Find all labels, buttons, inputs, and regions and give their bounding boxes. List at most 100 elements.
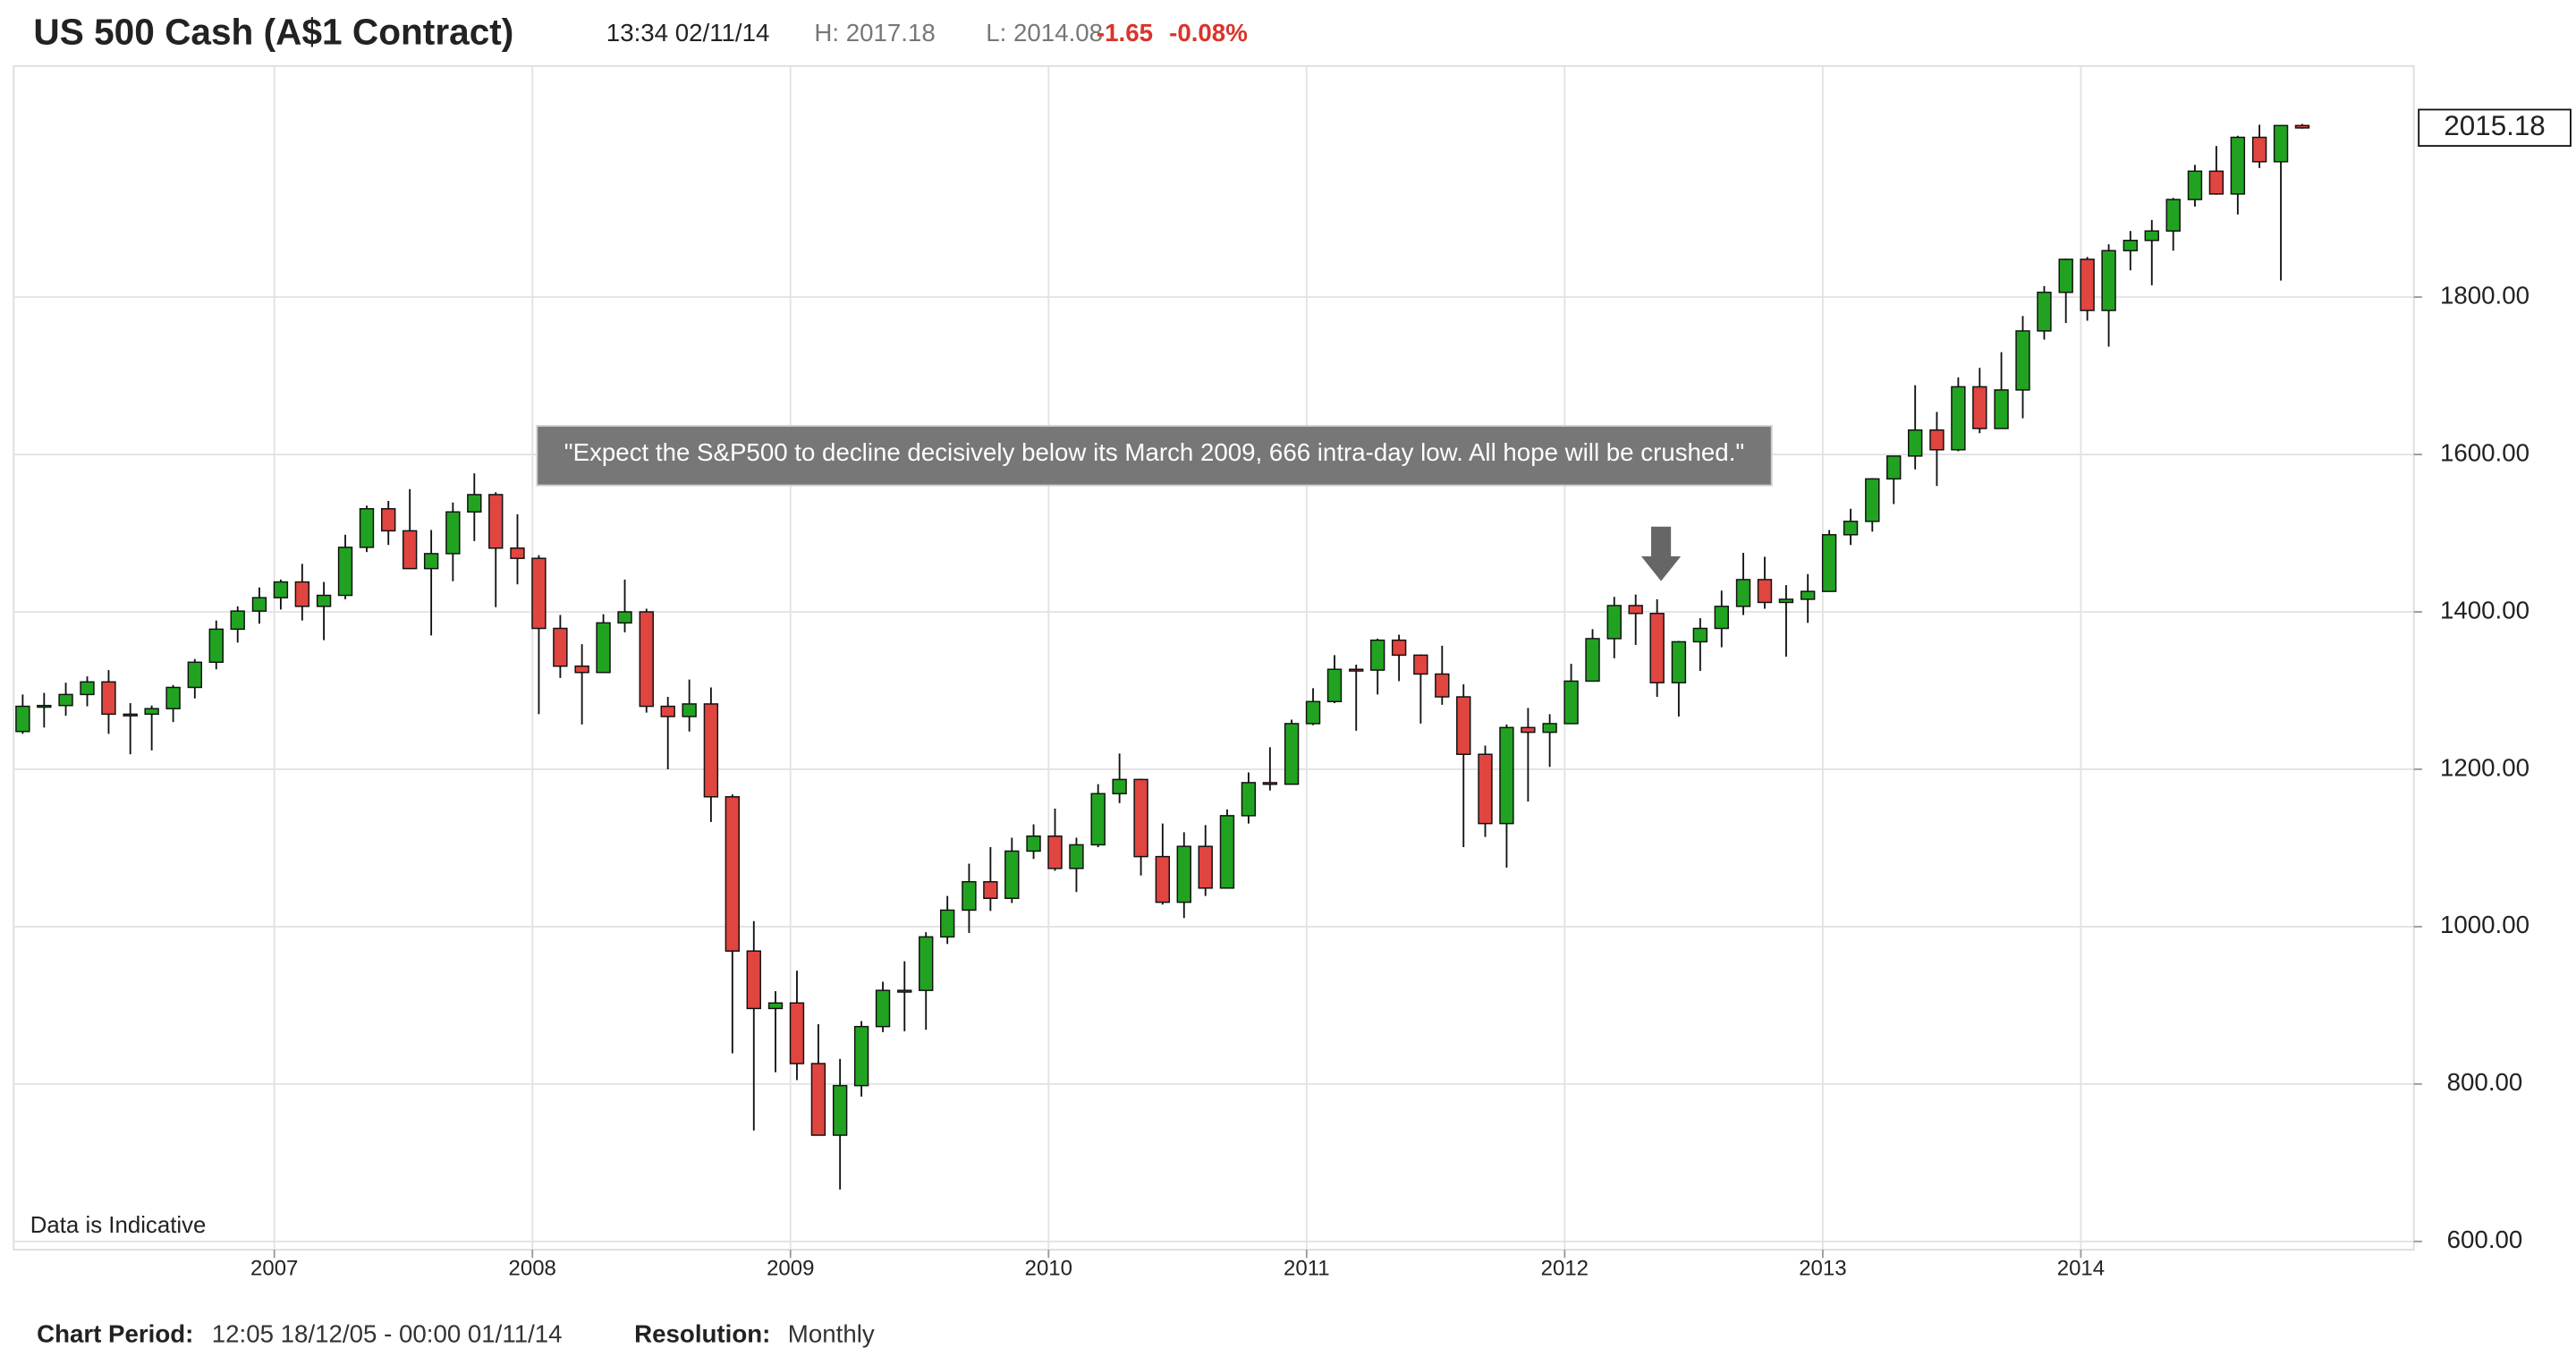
candle-body: [897, 989, 912, 993]
candle-body: [1155, 855, 1171, 903]
candle-body: [810, 1063, 826, 1136]
x-tick-label: 2013: [1799, 1257, 1846, 1281]
candle-body: [123, 713, 138, 717]
candle-body: [767, 1002, 784, 1010]
candle-body: [1241, 782, 1257, 817]
candle-body: [703, 703, 719, 798]
candle-body: [1198, 845, 1213, 889]
candle-body: [2208, 170, 2224, 195]
candle-body: [381, 508, 396, 532]
annotation: "Expect the S&P500 to decline decisively…: [564, 438, 1744, 466]
candle-body: [294, 581, 310, 607]
candle-body: [1069, 844, 1084, 869]
title: US 500 Cash (A$1 Contract): [33, 11, 513, 52]
candle-body: [359, 508, 375, 548]
candle-body: [983, 881, 998, 899]
y-tick-label: 1000.00: [2440, 911, 2529, 938]
candle-body: [58, 693, 73, 707]
candle-body: [15, 705, 30, 733]
candle-body: [510, 547, 525, 559]
candle-body: [467, 494, 482, 513]
candle-body: [1090, 793, 1106, 846]
candle-body: [1349, 668, 1364, 672]
candle-body: [488, 494, 504, 549]
y-tick-label: 1600.00: [2440, 438, 2529, 466]
time: 13:34 02/11/14: [606, 19, 770, 47]
candle-body: [724, 796, 741, 952]
candle-body: [1326, 668, 1343, 703]
candle-body: [789, 1002, 805, 1064]
x-tick-label: 2007: [250, 1257, 298, 1281]
candle-body: [1865, 478, 1880, 522]
candle-body: [208, 628, 224, 664]
x-tick-label: 2009: [767, 1257, 814, 1281]
candle-body: [1305, 700, 1321, 725]
candle-body: [1929, 429, 1945, 451]
candle-body: [2123, 240, 2139, 251]
candle-body: [1649, 613, 1665, 683]
candle-body: [2251, 136, 2267, 163]
candle-body: [853, 1025, 869, 1087]
candle-body: [1369, 639, 1385, 671]
y-tick-label: 1200.00: [2440, 753, 2529, 781]
candle-body: [1521, 726, 1536, 734]
x-tick-label: 2008: [509, 1257, 556, 1281]
candle-body: [1757, 579, 1773, 604]
candle-body: [746, 950, 761, 1010]
candle-body: [1692, 627, 1708, 643]
y-tick-label: 1400.00: [2440, 596, 2529, 623]
candle-body: [660, 705, 675, 717]
candle-body: [1176, 845, 1191, 903]
candle-body: [2080, 259, 2095, 311]
candle-body: [2101, 250, 2116, 311]
change: -1.65: [1097, 19, 1153, 47]
candle-body: [832, 1084, 848, 1136]
candle-body: [1821, 534, 1837, 592]
candle-body: [316, 594, 332, 607]
y-tick-label: 800.00: [2447, 1068, 2523, 1096]
candle-body: [531, 557, 547, 630]
candle-body: [423, 553, 439, 570]
plot-area: [13, 64, 2415, 1251]
x-tick-label: 2011: [1284, 1257, 1330, 1281]
candle-body: [80, 681, 95, 696]
candle-body: [1606, 605, 1622, 640]
candle-body: [402, 530, 418, 570]
y-tick-label: 1800.00: [2440, 281, 2529, 309]
candle-body: [1951, 386, 1966, 451]
candle-body: [1994, 389, 2009, 429]
candle-body: [2230, 136, 2246, 195]
candle-body: [1112, 778, 1127, 794]
candle-body: [553, 627, 568, 667]
candle-body: [1735, 579, 1751, 607]
change-pct: -0.08%: [1169, 19, 1248, 47]
candle-body: [1026, 835, 1041, 852]
candle-body: [2273, 124, 2289, 163]
candle-body: [1047, 835, 1063, 869]
candle-body: [682, 703, 697, 717]
candle-body: [2058, 259, 2073, 293]
candle-body: [2165, 199, 2181, 232]
candle-body: [617, 611, 632, 624]
period-label: Chart Period:: [37, 1319, 193, 1347]
candle-body: [1219, 815, 1235, 889]
candle-body: [2144, 230, 2159, 242]
last-price: 2015.18: [2444, 110, 2545, 141]
candle-body: [1391, 639, 1407, 657]
candle-body: [1843, 521, 1859, 536]
candle-body: [1972, 386, 1987, 429]
low: L: 2014.08: [986, 19, 1103, 47]
candle-body: [1585, 638, 1600, 683]
candle-body: [639, 611, 654, 708]
candle-body: [1413, 654, 1428, 675]
candle-body: [919, 936, 934, 991]
candle-body: [1714, 606, 1729, 630]
candle-body: [101, 681, 116, 716]
candle-body: [1907, 429, 1923, 457]
candle-body: [574, 665, 589, 674]
candle-body: [1133, 778, 1148, 858]
candle-body: [2037, 292, 2052, 332]
candle-body: [1778, 598, 1794, 604]
candle-body: [2294, 124, 2310, 129]
